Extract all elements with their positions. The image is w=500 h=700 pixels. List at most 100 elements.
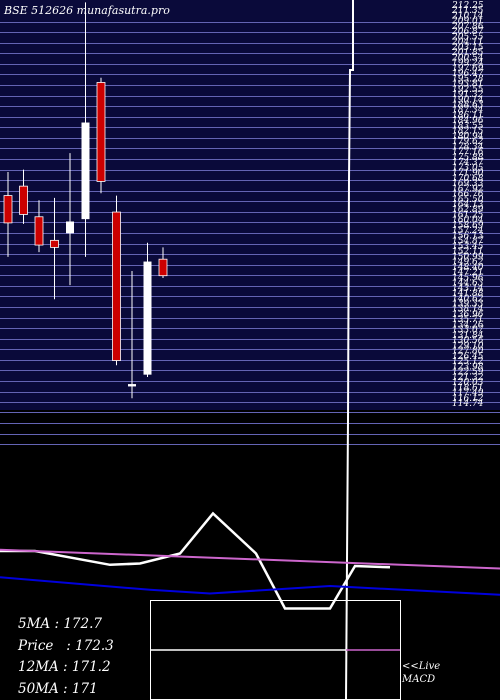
y-axis-label: 153.45 xyxy=(452,242,484,252)
y-axis-label: 136.96 xyxy=(452,310,484,320)
y-axis-label: 122.59 xyxy=(452,368,484,378)
y-axis-label: 145.96 xyxy=(452,273,484,283)
y-axis-label: 210.14 xyxy=(451,12,484,22)
y-axis-label: 191.32 xyxy=(452,90,484,100)
stock-code: 512626 xyxy=(31,4,74,17)
y-axis-label: 144.63 xyxy=(452,279,484,289)
candle-body xyxy=(66,221,74,234)
moving-average-box: 5MA : 172.7 Price : 172.3 12MA : 171.2 5… xyxy=(18,614,114,700)
ma-row-5: 5MA : 172.7 xyxy=(18,616,102,632)
ma-row-12: 12MA : 171.2 xyxy=(18,659,111,675)
y-axis-label: 117.49 xyxy=(452,389,484,399)
y-axis-label: 204.11 xyxy=(451,38,484,48)
exchange-label: BSE xyxy=(4,4,28,17)
y-axis-label: 118.61 xyxy=(452,383,484,393)
y-axis-label: 158.69 xyxy=(452,221,484,231)
y-axis-label: 165.50 xyxy=(452,195,484,205)
y-axis-label: 162.89 xyxy=(452,205,484,215)
y-axis-label: 199.24 xyxy=(452,59,484,69)
live-macd-link[interactable]: <<Live MACD xyxy=(402,660,440,686)
y-axis-label: 150.99 xyxy=(452,252,484,262)
y-axis-label: 169.33 xyxy=(452,179,484,189)
y-axis-label: 126.45 xyxy=(452,352,484,362)
indicator-spike-line xyxy=(345,0,354,700)
candle-body xyxy=(128,384,136,387)
y-axis-label: 140.62 xyxy=(452,294,484,304)
y-axis-label: 166.76 xyxy=(452,190,484,200)
y-axis-label: 207.86 xyxy=(451,22,484,32)
candle-body xyxy=(112,211,121,361)
y-axis-label: 141.88 xyxy=(452,289,484,299)
y-axis-label: 138.14 xyxy=(452,305,484,315)
y-axis-label: 188.63 xyxy=(452,101,484,111)
y-axis-label: 152.11 xyxy=(452,247,484,257)
y-axis-label: 116.12 xyxy=(452,394,484,404)
candle-body xyxy=(96,82,106,182)
macd-label: MACD xyxy=(402,674,436,685)
y-axis-label: 174.37 xyxy=(452,158,484,168)
y-axis-label: 121.32 xyxy=(452,373,484,383)
y-axis-label: 114.74 xyxy=(452,399,484,409)
y-axis-label: 205.55 xyxy=(451,32,484,42)
y-axis-label: 179.62 xyxy=(452,137,484,147)
y-axis-label: 154.87 xyxy=(452,237,484,247)
candle-body xyxy=(19,185,28,215)
y-axis-label: 183.55 xyxy=(452,121,484,131)
y-axis-label: 173.05 xyxy=(452,163,484,173)
live-label: <<Live xyxy=(402,661,441,672)
y-axis-label: 187.34 xyxy=(452,106,484,116)
chart-header: BSE 512626 munafasutra.pro xyxy=(4,4,170,17)
y-axis-label: 148.40 xyxy=(452,263,484,273)
y-axis-label: 129.10 xyxy=(452,341,484,351)
y-axis-label: 190.14 xyxy=(452,95,484,105)
y-axis-label: 184.96 xyxy=(452,116,484,126)
y-axis-label: 178.34 xyxy=(452,142,484,152)
y-axis-label: 139.33 xyxy=(452,300,484,310)
y-axis-label: 170.68 xyxy=(452,174,484,184)
ma-row-50: 50MA : 171 xyxy=(18,680,98,697)
y-axis-label: 143.14 xyxy=(452,284,484,294)
y-axis-label: 167.92 xyxy=(452,184,484,194)
candle-body xyxy=(3,195,13,224)
y-axis-label: 193.81 xyxy=(452,80,484,90)
candle-body xyxy=(143,261,152,375)
y-axis-label: 171.90 xyxy=(452,169,484,179)
macd-line xyxy=(0,548,500,570)
y-axis-label: 131.84 xyxy=(452,331,484,341)
price-panel-bg xyxy=(0,0,500,410)
y-axis-label: 209.01 xyxy=(451,17,484,27)
y-axis-label: 177.16 xyxy=(452,148,484,158)
candle-body xyxy=(34,216,44,246)
y-axis-label: 157.24 xyxy=(452,226,484,236)
macd-line xyxy=(0,511,391,610)
y-axis-label: 120.03 xyxy=(452,378,484,388)
y-axis-label: 160.04 xyxy=(452,216,484,226)
y-axis-label: 200.54 xyxy=(451,53,484,63)
y-axis-label: 203.15 xyxy=(451,43,484,53)
y-axis-label: 211.35 xyxy=(451,6,484,16)
y-axis-label: 206.87 xyxy=(451,27,484,37)
y-axis-label: 127.80 xyxy=(452,347,484,357)
y-axis-label: 125.12 xyxy=(452,357,484,367)
y-axis-label: 175.88 xyxy=(452,153,484,163)
macd-line xyxy=(0,576,500,596)
y-axis-label: 180.94 xyxy=(452,132,484,142)
candle-body xyxy=(50,239,59,248)
y-axis-label: 195.28 xyxy=(452,74,484,84)
y-axis-label: 161.25 xyxy=(452,211,484,221)
y-axis-label: 201.85 xyxy=(451,48,484,58)
y-axis-label: 130.56 xyxy=(452,336,484,346)
y-axis-label: 196.47 xyxy=(452,69,484,79)
y-axis-label: 123.98 xyxy=(452,362,484,372)
ma-row-price: Price : 172.3 xyxy=(18,637,114,654)
y-axis-label: 134.26 xyxy=(452,320,484,330)
y-axis-label: 149.62 xyxy=(452,258,484,268)
y-axis-label: 156.13 xyxy=(452,231,484,241)
y-axis-label: 164.13 xyxy=(452,200,484,210)
y-axis-label: 135.71 xyxy=(452,315,484,325)
candle-body xyxy=(158,258,168,277)
y-axis-label: 182.15 xyxy=(452,127,484,137)
y-axis-label: 212.25 xyxy=(451,1,484,11)
